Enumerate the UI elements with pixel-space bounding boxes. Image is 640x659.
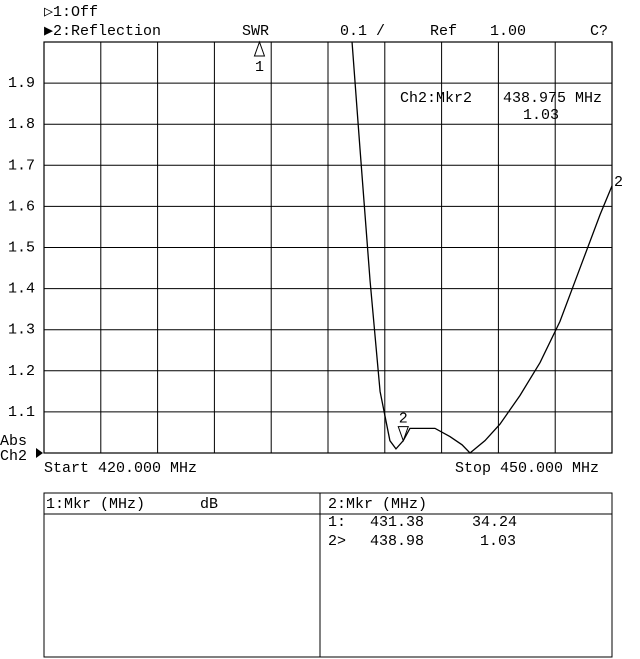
ch2-status: ▶2:Reflection [44, 23, 161, 40]
trace-label: 2 [614, 174, 623, 191]
scale: 0.1 / [340, 23, 385, 40]
left-header: 1:Mkr (MHz) [46, 496, 145, 513]
channel-label: Ch2 [0, 448, 27, 465]
right-header: 2:Mkr (MHz) [328, 496, 427, 513]
ref-label: Ref [430, 23, 457, 40]
readout-freq: 438.975 MHz [503, 90, 602, 107]
format: SWR [242, 23, 269, 40]
row-freq: 431.38 [370, 514, 424, 531]
y-tick-label: 1.7 [8, 157, 35, 174]
ref-value: 1.00 [490, 23, 526, 40]
abs-label: Abs [0, 433, 27, 450]
y-tick-label: 1.4 [8, 281, 35, 298]
row-value: 1.03 [480, 533, 516, 550]
readout-name: Ch2:Mkr2 [400, 90, 472, 107]
row-index: 2> [328, 533, 346, 550]
row-freq: 438.98 [370, 533, 424, 550]
ch1-status: ▷1:Off [44, 4, 98, 21]
left-unit: dB [200, 496, 218, 513]
y-tick-label: 1.2 [8, 363, 35, 380]
marker [397, 426, 409, 443]
marker-label: 2 [399, 411, 408, 428]
stop-freq: Stop 450.000 MHz [455, 460, 599, 477]
y-tick-label: 1.3 [8, 322, 35, 339]
marker-label: 1 [255, 59, 264, 76]
y-tick-label: 1.1 [8, 404, 35, 421]
y-tick-label: 1.5 [8, 239, 35, 256]
marker [253, 40, 266, 57]
y-tick-label: 1.9 [8, 75, 35, 92]
cal-status: C? [590, 23, 608, 40]
start-freq: Start 420.000 MHz [44, 460, 197, 477]
row-value: 34.24 [472, 514, 517, 531]
ref-pointer [36, 448, 43, 458]
y-tick-label: 1.8 [8, 116, 35, 133]
y-tick-label: 1.6 [8, 198, 35, 215]
trace [351, 41, 613, 454]
row-index: 1: [328, 514, 346, 531]
marker-table [43, 492, 613, 658]
readout-value: 1.03 [523, 107, 559, 124]
